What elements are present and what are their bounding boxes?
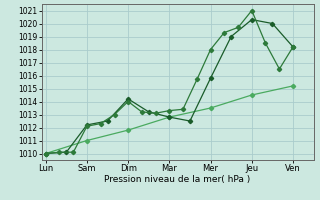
X-axis label: Pression niveau de la mer( hPa ): Pression niveau de la mer( hPa ) [104, 175, 251, 184]
